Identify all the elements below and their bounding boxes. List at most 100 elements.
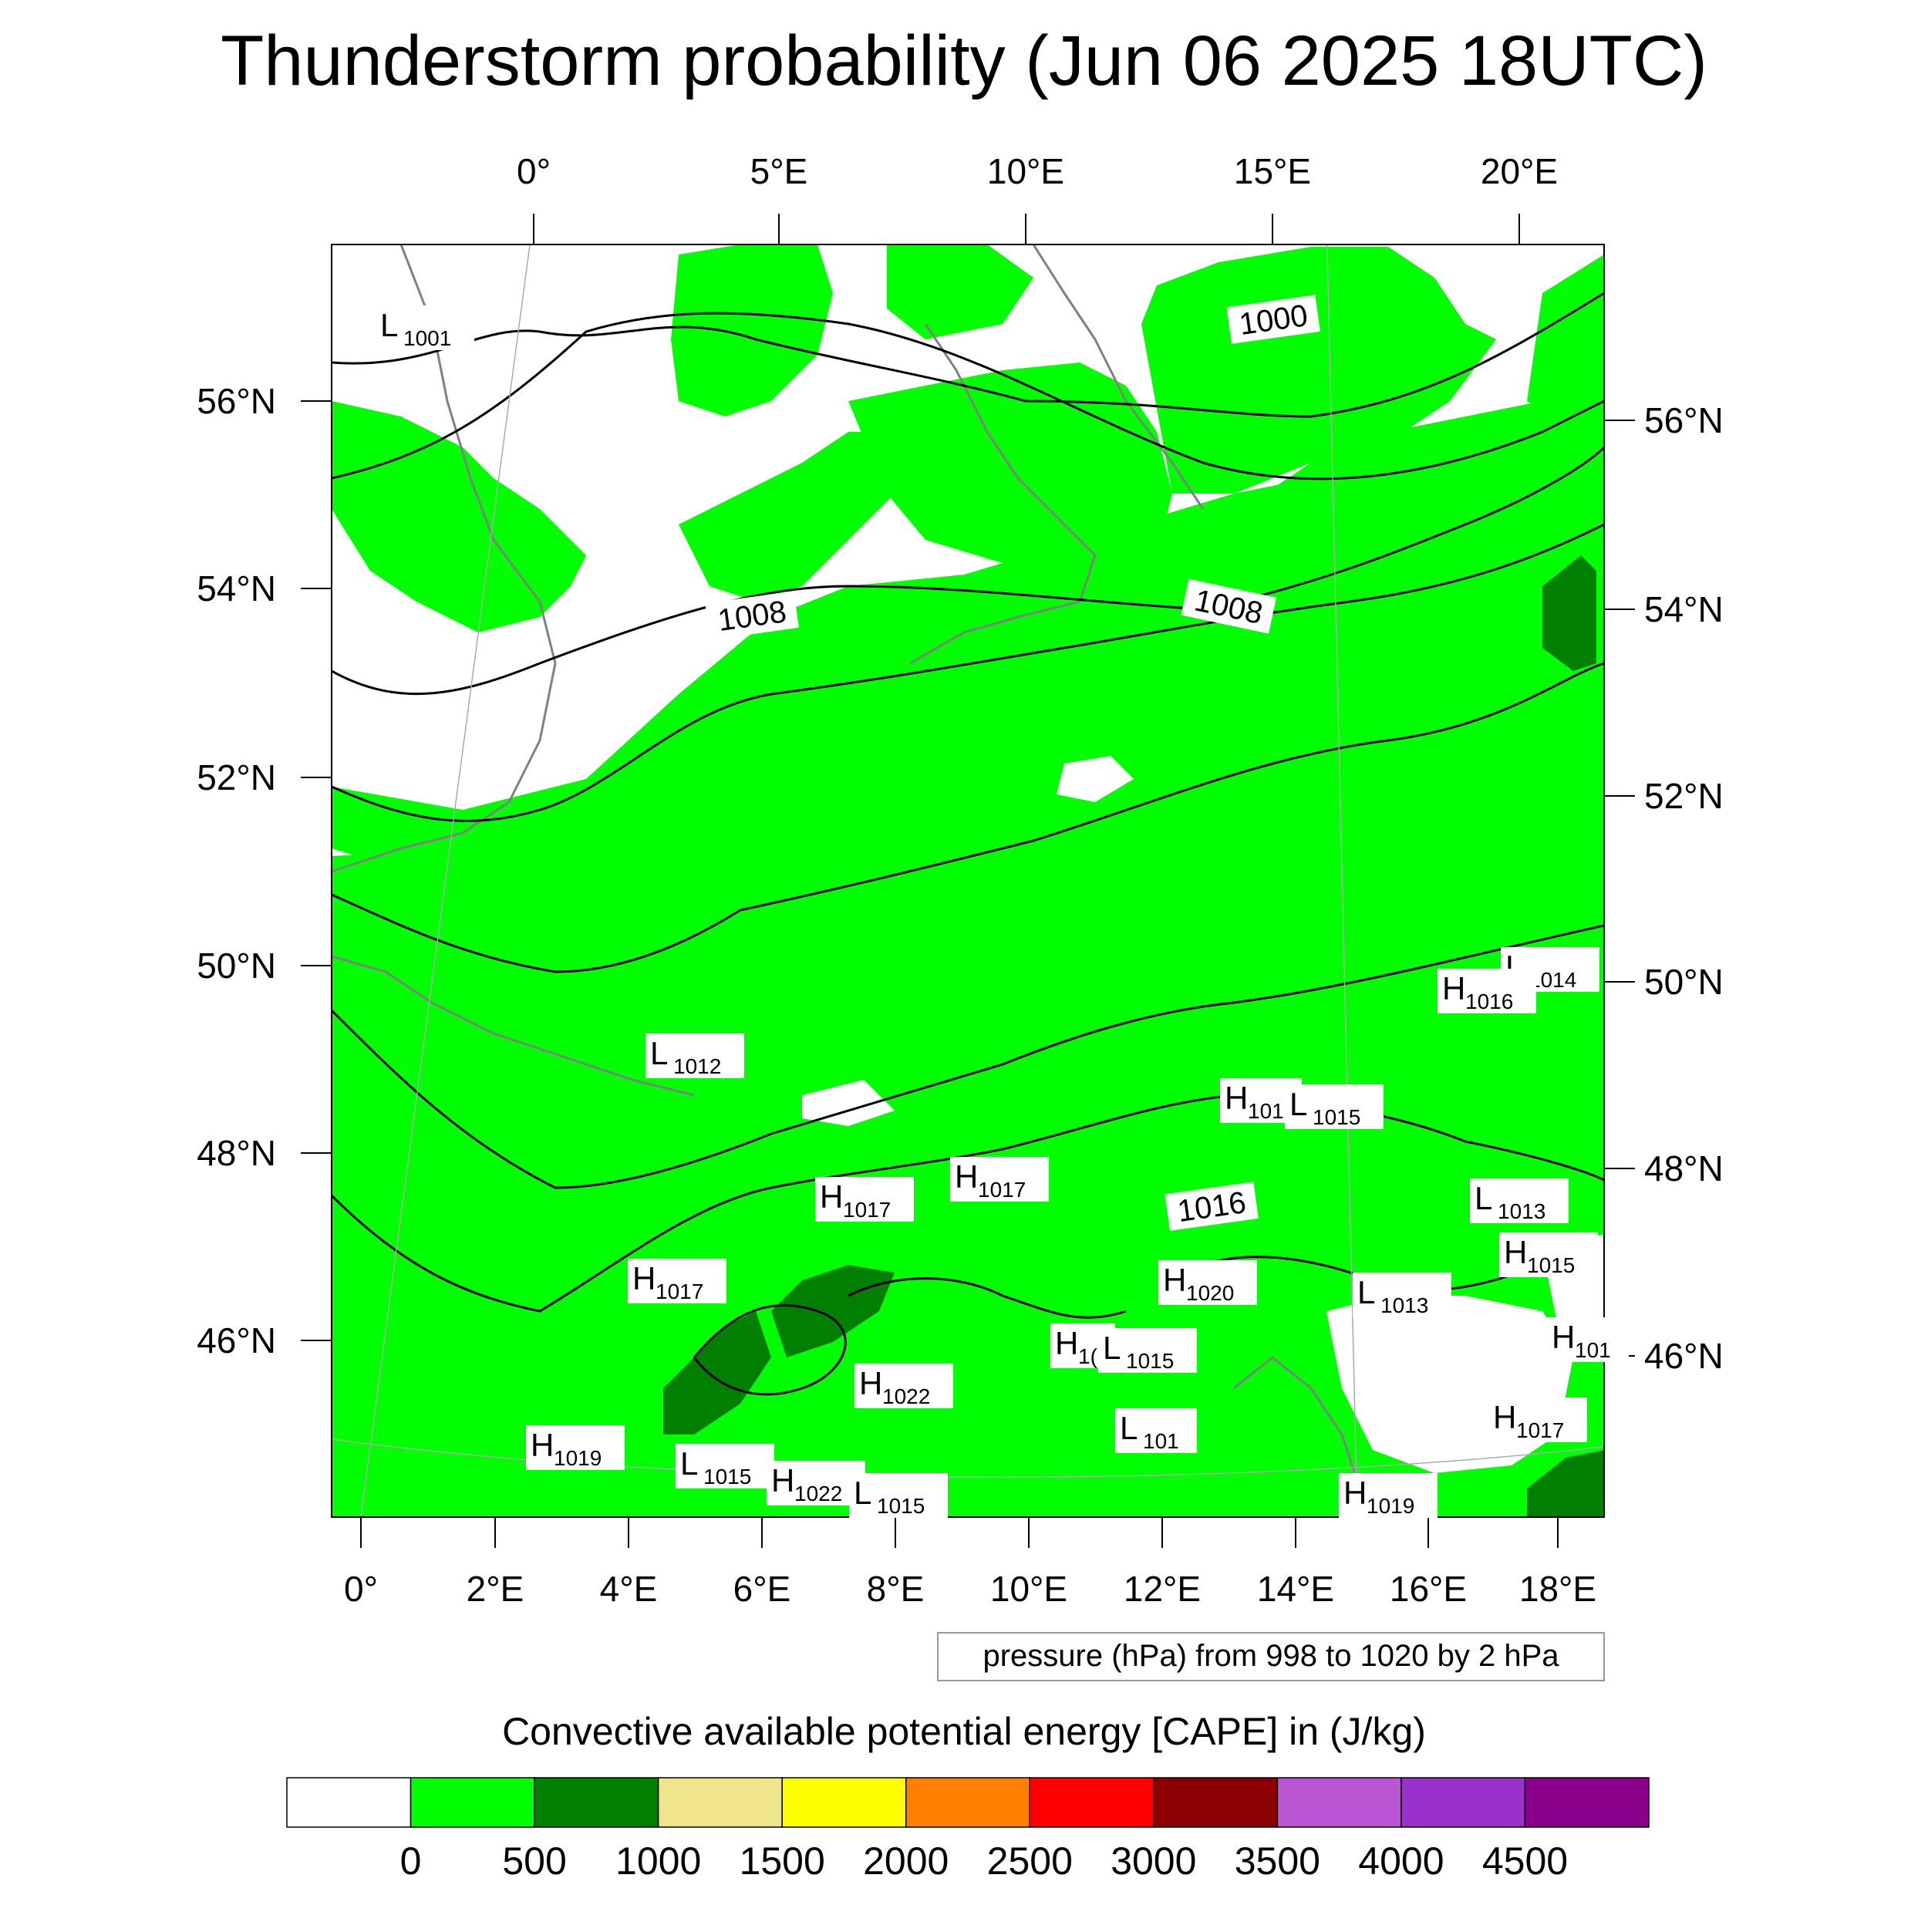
pressure-center-high: H 1017	[815, 1177, 914, 1222]
svg-text:H: H	[632, 1260, 656, 1296]
svg-text:H: H	[1504, 1234, 1527, 1270]
colorbar-swatch	[1400, 1777, 1526, 1828]
cape-field-mid	[663, 555, 1604, 1517]
colorbar-swatch	[1153, 1777, 1279, 1828]
right-lat-label: 54°N	[1644, 589, 1724, 629]
contour-label: 1000	[1226, 295, 1320, 344]
pressure-center-low: L 1013	[1353, 1273, 1451, 1317]
pressure-center-high: H 1022	[767, 1461, 865, 1505]
pressure-center-high: H 101	[1547, 1317, 1629, 1362]
top-lon-label: 20°E	[1481, 151, 1558, 191]
colorbar-swatch	[1276, 1777, 1402, 1828]
svg-text:1017: 1017	[978, 1178, 1026, 1202]
pressure-center-low: L 1015	[1285, 1084, 1384, 1129]
svg-text:1014: 1014	[1529, 968, 1576, 992]
bottom-lon-label: 8°E	[867, 1569, 925, 1609]
svg-text:H: H	[1225, 1080, 1248, 1116]
svg-text:H: H	[1055, 1325, 1078, 1361]
bottom-lon-label: 10°E	[990, 1569, 1067, 1609]
right-lat-label: 56°N	[1644, 400, 1724, 440]
colorbar-swatch	[410, 1777, 535, 1828]
svg-text:1022: 1022	[794, 1482, 842, 1505]
svg-text:H: H	[1552, 1319, 1575, 1355]
svg-text:L: L	[854, 1475, 871, 1511]
svg-text:H: H	[1163, 1262, 1186, 1298]
colorbar-tick-label: 0	[400, 1839, 422, 1883]
figure-title: Thunderstorm probability (Jun 06 2025 18…	[221, 22, 1707, 100]
svg-text:1017: 1017	[1516, 1418, 1564, 1442]
colorbar-swatch	[905, 1777, 1031, 1828]
svg-text:1017: 1017	[656, 1280, 703, 1303]
pressure-center-high: H 1020	[1158, 1260, 1257, 1305]
svg-text:1019: 1019	[554, 1446, 602, 1470]
pressure-center-low: L 1015	[1098, 1328, 1197, 1373]
contour-label: 1008	[705, 591, 799, 640]
left-lat-label: 56°N	[197, 381, 276, 421]
pressure-center-low: L 101	[1115, 1408, 1197, 1453]
bottom-lon-label: 2°E	[467, 1569, 524, 1609]
pressure-center-high: H 1017	[628, 1259, 726, 1303]
bottom-lon-label: 0°	[344, 1569, 378, 1609]
pressure-center-low: L 1015	[676, 1444, 774, 1489]
svg-text:H: H	[1442, 970, 1465, 1006]
isobars	[332, 292, 1604, 1396]
pressure-center-high: H 1015	[1499, 1232, 1598, 1277]
colorbar-tick-label: 2500	[987, 1839, 1073, 1883]
bottom-lon-label: 12°E	[1124, 1569, 1201, 1609]
svg-text:1(: 1(	[1078, 1344, 1098, 1368]
svg-text:1019: 1019	[1367, 1494, 1414, 1518]
svg-text:1013: 1013	[1380, 1293, 1428, 1317]
svg-text:H: H	[771, 1462, 794, 1499]
colorbar-tick-label: 3000	[1111, 1839, 1196, 1883]
graticule	[332, 244, 1604, 1517]
colorbar-tick-label: 1000	[615, 1839, 701, 1883]
right-lat-label: 48°N	[1644, 1148, 1724, 1189]
pressure-center-high: H 1019	[1339, 1473, 1438, 1518]
svg-text:1015: 1015	[877, 1494, 925, 1518]
svg-text:1015: 1015	[1126, 1349, 1174, 1373]
right-lat-label: 46°N	[1644, 1336, 1724, 1376]
pressure-center-high: H 1022	[854, 1364, 953, 1408]
top-lon-label: 10°E	[987, 151, 1064, 191]
svg-text:L: L	[1120, 1410, 1138, 1446]
svg-text:H: H	[531, 1427, 554, 1463]
svg-text:L: L	[1103, 1330, 1121, 1366]
pressure-center-low: L 1012	[645, 1033, 744, 1078]
colorbar-swatch	[781, 1777, 907, 1828]
top-lon-label: 15°E	[1234, 151, 1311, 191]
top-lon-label: 5°E	[750, 151, 808, 191]
svg-text:H: H	[820, 1178, 843, 1215]
left-lat-label: 48°N	[197, 1133, 276, 1173]
colorbar: 0 500 1000 1500 2000 2500 3000 3500 4000 4500	[286, 1777, 1650, 1883]
svg-text:1015: 1015	[1527, 1253, 1575, 1277]
contour-label: 1016	[1165, 1182, 1259, 1231]
axis-labels: 0° 5°E 10°E 15°E 20°E 0° 2°E 4°E 6°E 8°E 10°E 12°E 1…	[197, 151, 1724, 1609]
svg-text:H: H	[1493, 1399, 1516, 1435]
colorbar-swatch	[286, 1777, 412, 1828]
left-lat-label: 52°N	[197, 757, 276, 797]
pressure-center-low: L 1015	[849, 1473, 948, 1518]
svg-text:L: L	[680, 1445, 698, 1482]
svg-text:L: L	[1475, 1180, 1492, 1216]
svg-text:101: 101	[1575, 1338, 1611, 1362]
pressure-note-text: pressure (hPa) from 998 to 1020 by 2 hPa	[983, 1639, 1559, 1673]
colorbar-swatch	[534, 1777, 659, 1828]
pressure-center-low: L 1013	[1470, 1178, 1569, 1223]
bottom-lon-label: 18°E	[1519, 1569, 1596, 1609]
left-lat-label: 54°N	[197, 568, 276, 609]
bottom-lon-label: 14°E	[1257, 1569, 1334, 1609]
pressure-center-high: H 1017	[1488, 1398, 1587, 1442]
colorbar-title: Convective available potential energy [C…	[502, 1710, 1426, 1753]
svg-text:1017: 1017	[843, 1198, 891, 1222]
svg-text:1015: 1015	[703, 1465, 751, 1489]
pressure-center-high: H 1016	[1438, 969, 1536, 1013]
svg-text:H: H	[859, 1365, 882, 1401]
svg-text:1020: 1020	[1186, 1281, 1234, 1305]
svg-text:L: L	[380, 307, 398, 343]
svg-text:H: H	[1343, 1475, 1367, 1511]
right-lat-label: 52°N	[1644, 776, 1724, 816]
right-lat-label: 50°N	[1644, 962, 1724, 1002]
svg-text:L: L	[1289, 1086, 1307, 1122]
